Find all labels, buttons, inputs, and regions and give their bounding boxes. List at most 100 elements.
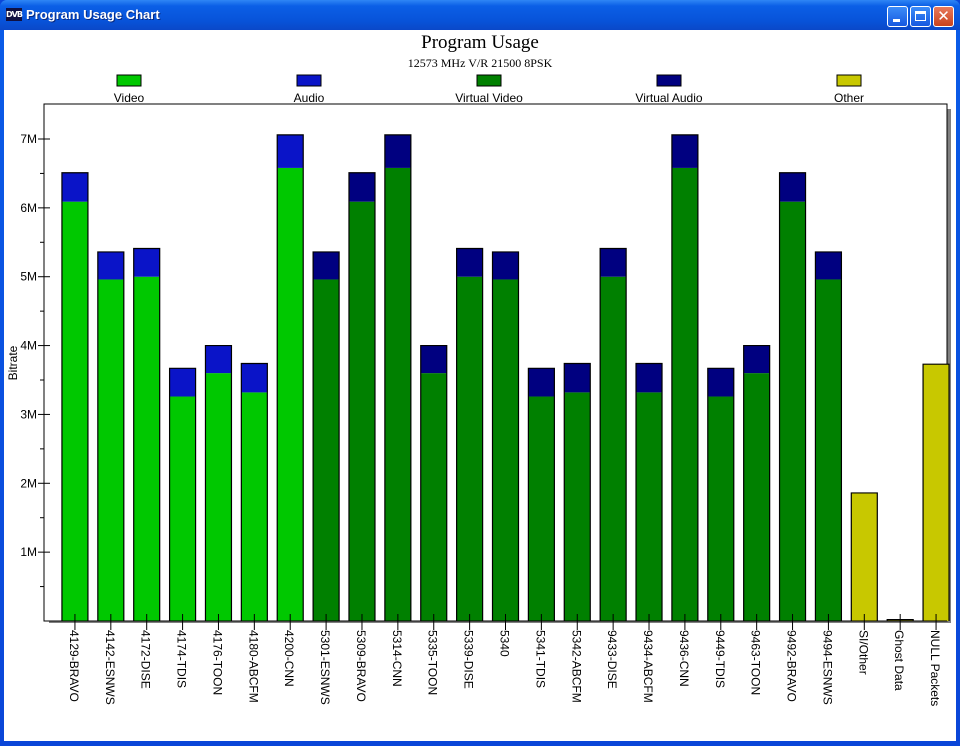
bar-9436-cnn[interactable] — [671, 134, 699, 622]
bar-5309-bravo[interactable] — [348, 172, 376, 621]
bar-segment-audio — [97, 251, 124, 280]
bar-segment-virtual-video — [564, 392, 591, 621]
legend-swatch-video — [116, 74, 142, 87]
bar-outline — [168, 367, 197, 621]
bar-9449-tdis[interactable] — [707, 367, 735, 621]
x-tick-label: 5309-BRAVO — [354, 630, 368, 702]
bar-outline — [384, 134, 412, 621]
bar-segment-audio — [61, 172, 88, 202]
bar-segment-virtual-video — [456, 276, 483, 621]
legend: Video Audio Virtual Video Virtual Audio Othe… — [114, 74, 864, 105]
bar-segment-virtual-audio — [743, 345, 770, 374]
bar-segment-audio — [277, 134, 304, 168]
bar-outline — [599, 247, 627, 621]
y-tick-label: 3M — [20, 407, 37, 421]
bar-segment-virtual-audio — [671, 134, 698, 168]
bar-segment-audio — [133, 248, 160, 277]
x-tick-label: 9433-DISE — [605, 630, 619, 689]
bar-segment-video — [205, 373, 232, 621]
bar-outline — [778, 172, 807, 621]
bar-5314-cnn[interactable] — [384, 134, 412, 622]
legend-label-virtual-audio: Virtual Audio — [635, 91, 702, 105]
bar-outline — [276, 134, 304, 621]
bar-9494-esnws[interactable] — [814, 251, 843, 621]
bar-4200-cnn[interactable] — [276, 134, 304, 622]
bar-outline — [204, 344, 233, 621]
bar-null-packets[interactable] — [922, 363, 950, 621]
bar-4174-tdis[interactable] — [168, 367, 197, 621]
bar-outline — [97, 251, 125, 621]
x-tick-label: 4180-ABCFM — [246, 630, 260, 703]
bar-5301-esnws[interactable] — [312, 251, 340, 621]
bar-5339-dise[interactable] — [456, 247, 484, 621]
bar-segment-virtual-video — [313, 279, 340, 621]
bar-9434-abcfm[interactable] — [635, 362, 663, 621]
bar-9492-bravo[interactable] — [778, 172, 807, 621]
bars — [61, 134, 950, 622]
bar-5335-toon[interactable] — [420, 344, 448, 621]
x-tick-label: 5342-ABCFM — [569, 630, 583, 703]
bar-9463-toon[interactable] — [743, 344, 771, 621]
x-tick-label: 5314-CNN — [390, 630, 404, 687]
bar-segment-video — [277, 167, 304, 622]
legend-label-audio: Audio — [294, 91, 325, 105]
bar-segment-virtual-video — [779, 201, 806, 621]
bar-5342-abcfm[interactable] — [563, 362, 591, 621]
bar-outline — [420, 344, 448, 621]
bar-segment-virtual-audio — [313, 251, 340, 280]
bar-segment-video — [97, 279, 124, 621]
bar-segment-virtual-video — [707, 396, 734, 621]
bar-segment-virtual-video — [528, 396, 555, 621]
bar-segment-virtual-audio — [815, 251, 842, 280]
bar-4180-abcfm[interactable] — [240, 362, 268, 621]
bar-segment-virtual-video — [348, 201, 375, 621]
bar-4176-toon[interactable] — [204, 344, 233, 621]
y-tick-label: 4M — [20, 339, 37, 353]
bar-5341-tdis[interactable] — [527, 367, 555, 621]
chart-title: Program Usage — [421, 32, 539, 53]
bar-segment-virtual-audio — [636, 363, 663, 393]
title-bar[interactable]: DVB Program Usage Chart ✕ — [0, 0, 960, 30]
bar-segment-virtual-audio — [348, 172, 375, 202]
legend-swatch-audio — [296, 74, 322, 87]
x-tick-label: 4172-DISE — [139, 630, 153, 689]
bar-4172-dise[interactable] — [133, 247, 161, 621]
bar-9433-dise[interactable] — [599, 247, 627, 621]
bar-si-other[interactable] — [850, 492, 878, 621]
bar-5340[interactable] — [491, 251, 520, 621]
bar-outline — [671, 134, 699, 621]
bar-4129-bravo[interactable] — [61, 172, 89, 621]
y-tick-label: 2M — [20, 476, 37, 490]
minimize-button[interactable] — [887, 6, 908, 27]
bar-outline — [814, 251, 843, 621]
x-tick-label: 5335-TOON — [426, 630, 440, 695]
bar-4142-esnws[interactable] — [97, 251, 125, 621]
bar-outline — [312, 251, 340, 621]
bar-segment-virtual-audio — [420, 345, 447, 374]
x-tick-label: 9492-BRAVO — [785, 630, 799, 702]
bar-outline — [850, 492, 878, 621]
close-icon: ✕ — [937, 7, 950, 25]
bar-segment-video — [133, 276, 160, 621]
bar-segment-virtual-audio — [492, 251, 519, 280]
legend-swatch-virtual-audio — [656, 74, 682, 87]
y-tick-label: 1M — [20, 545, 37, 559]
bar-segment-virtual-audio — [564, 363, 591, 393]
x-tick-label: 4142-ESNWS — [103, 630, 117, 705]
bar-outline — [456, 247, 484, 621]
bar-segment-virtual-video — [671, 167, 698, 622]
bar-segment-other — [923, 364, 950, 621]
chart-subtitle: 12573 MHz V/R 21500 8PSK — [408, 56, 553, 70]
close-button[interactable]: ✕ — [933, 6, 954, 27]
x-tick-label: 9494-ESNWS — [820, 630, 834, 705]
x-tick-label: 9436-CNN — [677, 630, 691, 687]
bar-segment-virtual-audio — [456, 248, 483, 277]
maximize-button[interactable] — [910, 6, 931, 27]
bar-outline — [635, 362, 663, 621]
x-tick-label: Ghost Data — [892, 630, 906, 691]
x-tick-label: SI/Other — [856, 630, 870, 675]
y-axis-label: Bitrate — [6, 345, 20, 380]
x-tick-label: 9449-TDIS — [713, 630, 727, 688]
bar-outline — [61, 172, 89, 621]
legend-label-video: Video — [114, 91, 145, 105]
